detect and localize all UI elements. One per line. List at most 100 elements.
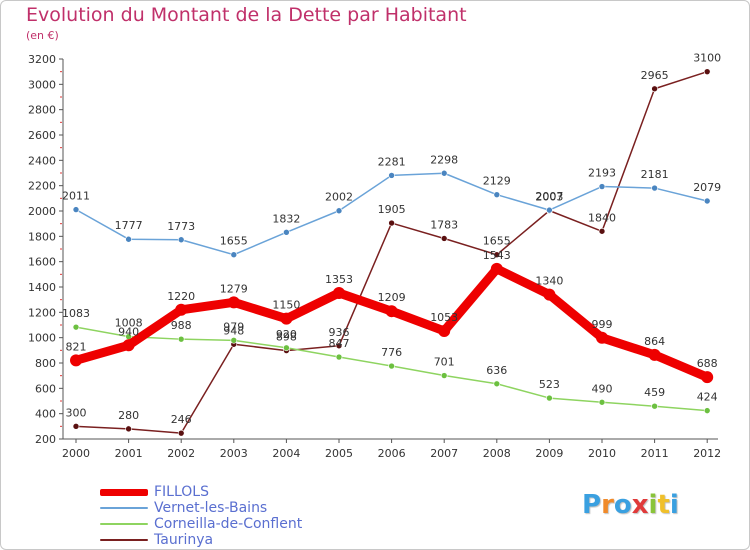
- y-tick-label: 3000: [28, 78, 56, 91]
- data-label: 979: [223, 320, 244, 333]
- logo-letter: x: [631, 490, 649, 520]
- data-label: 1655: [483, 235, 511, 248]
- x-tick-label: 2009: [535, 447, 563, 460]
- x-tick-label: 2004: [272, 447, 300, 460]
- data-label: 2298: [430, 153, 458, 166]
- x-tick-label: 2006: [378, 447, 406, 460]
- data-point: [703, 197, 711, 205]
- y-tick-label: 1600: [28, 256, 56, 269]
- x-tick-label: 2010: [588, 447, 616, 460]
- legend-swatch: [100, 523, 148, 525]
- y-tick-label: 2000: [28, 205, 56, 218]
- legend: FILLOLS Vernet-les-Bains Corneilla-de-Co…: [100, 484, 302, 548]
- legend-item-vernet-les-bains: Vernet-les-Bains: [100, 500, 302, 516]
- y-tick-label: 3200: [28, 53, 56, 66]
- data-label: 988: [171, 319, 192, 332]
- data-point: [72, 423, 80, 430]
- data-point: [651, 184, 658, 192]
- data-point: [335, 353, 343, 361]
- legend-item-taurinya: Taurinya: [100, 532, 302, 548]
- legend-label: Corneilla-de-Conflent: [154, 516, 303, 532]
- data-label: 636: [486, 364, 507, 377]
- x-tick-label: 2002: [167, 447, 195, 460]
- y-tick-label: 1400: [28, 281, 56, 294]
- data-label: 776: [381, 346, 402, 359]
- data-label: 1209: [378, 291, 406, 304]
- data-label: 1543: [483, 249, 511, 262]
- data-label: 1832: [272, 212, 300, 225]
- data-label: 1220: [167, 290, 195, 303]
- data-label: 2181: [641, 168, 669, 181]
- y-tick-label: 2800: [28, 104, 56, 117]
- logo-letter: r: [601, 490, 614, 520]
- legend-swatch: [100, 507, 148, 509]
- legend-label: Taurinya: [154, 532, 214, 548]
- data-point: [440, 235, 448, 242]
- data-label: 2002: [325, 191, 353, 204]
- data-point: [175, 303, 188, 316]
- legend-swatch: [100, 539, 148, 541]
- x-tick-label: 2012: [693, 447, 721, 460]
- data-label: 940: [118, 325, 139, 338]
- data-label: 688: [697, 357, 718, 370]
- data-point: [72, 206, 80, 213]
- data-label: 424: [697, 391, 718, 404]
- data-point: [177, 335, 185, 343]
- y-tick-label: 1000: [28, 332, 56, 345]
- data-point: [493, 191, 501, 198]
- data-label: 1905: [378, 203, 406, 216]
- data-point: [283, 344, 290, 352]
- data-label: 1783: [430, 218, 458, 231]
- data-point: [388, 219, 395, 227]
- data-point: [227, 296, 240, 309]
- data-label: 1777: [115, 219, 143, 232]
- data-label: 490: [592, 382, 613, 395]
- data-point: [70, 354, 82, 367]
- data-label: 2007: [535, 190, 563, 203]
- data-label: 3100: [693, 52, 721, 65]
- y-tick-label: 2400: [28, 154, 56, 167]
- data-label: 2965: [641, 69, 669, 82]
- series-line-3: [75, 70, 708, 434]
- data-point: [703, 407, 711, 414]
- data-label: 2281: [378, 155, 406, 168]
- data-point: [125, 235, 132, 243]
- data-point: [546, 394, 553, 402]
- data-label: 2193: [588, 167, 616, 180]
- data-label: 246: [171, 413, 192, 426]
- legend-item-corneilla-de-conflent: Corneilla-de-Conflent: [100, 516, 302, 532]
- data-point: [598, 227, 606, 235]
- logo-letter: i: [648, 490, 658, 520]
- data-label: 1655: [220, 235, 248, 248]
- data-point: [230, 337, 238, 344]
- data-label: 1340: [535, 275, 563, 288]
- y-tick-label: 2600: [28, 129, 56, 142]
- data-label: 300: [66, 406, 87, 419]
- data-point: [703, 68, 711, 75]
- data-point: [177, 429, 185, 437]
- data-point: [651, 85, 658, 93]
- data-label: 1773: [167, 220, 195, 233]
- y-tick-label: 400: [35, 408, 56, 421]
- x-tick-label: 2003: [220, 447, 248, 460]
- x-tick-label: 2011: [641, 447, 669, 460]
- data-point: [440, 169, 448, 177]
- data-point: [283, 228, 290, 236]
- data-label: 1053: [430, 311, 458, 324]
- logo-letter: t: [657, 490, 670, 520]
- data-point: [438, 324, 451, 337]
- legend-item-fillols: FILLOLS: [100, 484, 302, 500]
- legend-swatch: [100, 488, 148, 496]
- data-point: [490, 262, 503, 275]
- data-point: [596, 331, 608, 344]
- data-point: [72, 323, 80, 331]
- data-label: 2011: [62, 190, 90, 203]
- chart-title: Evolution du Montant de la Dette par Hab…: [26, 4, 467, 26]
- data-point: [493, 380, 501, 388]
- x-tick-label: 2008: [483, 447, 511, 460]
- data-label: 1150: [272, 299, 300, 312]
- data-label: 1008: [115, 317, 143, 330]
- logo-letter: o: [613, 490, 632, 520]
- data-point: [651, 402, 658, 410]
